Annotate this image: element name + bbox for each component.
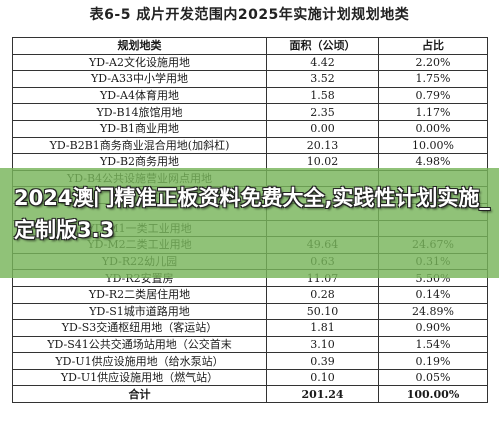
cell-area: 1.81 <box>266 319 379 337</box>
table-row: YD-S3交通枢纽用地（客运站） 1.81 0.90% <box>12 319 488 337</box>
table-header-row: 规划地类 面积（公顷） 占比 <box>12 37 488 55</box>
table-row: YD-B2B1商务商业混合用地(加斜杠) 20.13 10.00% <box>12 136 488 155</box>
table-row: YD-A33中小学用地 3.52 1.75% <box>12 70 488 88</box>
cell-share: 0.90% <box>378 319 488 337</box>
cell-land-type: YD-S1城市道路用地 <box>12 302 267 321</box>
cell-area: 0.39 <box>266 352 379 370</box>
cell-share: 1.17% <box>378 103 488 121</box>
table-total-row: 合计 201.24 100.00% <box>12 385 488 404</box>
table-row: YD-U1供应设施用地（燃气站） 0.10 0.05% <box>12 368 488 387</box>
table-row: YD-A4体育用地 1.58 0.79% <box>12 86 488 105</box>
table-title: 表6-5 成片开发范围内2025年实施计划规划地类 <box>89 7 410 23</box>
cell-area: 20.13 <box>266 136 379 155</box>
cell-share: 10.00% <box>378 136 488 155</box>
cell-area: 0.00 <box>266 119 379 138</box>
cell-area: 1.58 <box>266 86 379 105</box>
cell-area: 2.35 <box>266 103 379 121</box>
table-row: YD-S41公共交通场站用地（公交首末 3.10 1.54% <box>12 335 488 354</box>
total-cell-share: 100.00% <box>378 385 488 404</box>
cell-land-type: YD-S41公共交通场站用地（公交首末 <box>12 335 267 354</box>
cell-land-type: YD-B14旅馆用地 <box>12 103 267 121</box>
table-row: YD-B1商业用地 0.00 0.00% <box>12 119 488 138</box>
table-row: YD-S1城市道路用地 50.10 24.89% <box>12 302 488 321</box>
cell-area: 3.10 <box>266 335 379 354</box>
cell-land-type: YD-S3交通枢纽用地（客运站） <box>12 319 267 337</box>
cell-area: 3.52 <box>266 70 379 88</box>
cell-area: 0.10 <box>266 368 379 387</box>
total-cell-area: 201.24 <box>266 385 379 404</box>
table-row: YD-A2文化设施用地 4.42 2.20% <box>12 53 488 72</box>
cell-share: 1.75% <box>378 70 488 88</box>
cell-land-type: YD-B2B1商务商业混合用地(加斜杠) <box>12 136 267 155</box>
table-row: YD-R2二类居住用地 0.28 0.14% <box>12 285 488 304</box>
table-row: YD-B2商务用地 10.02 4.98% <box>12 153 488 171</box>
overlay-banner <box>0 168 499 278</box>
cell-land-type: YD-A4体育用地 <box>12 86 267 105</box>
header-area: 面积（公顷） <box>266 37 379 55</box>
cell-area: 0.28 <box>266 285 379 304</box>
cell-land-type: YD-R2二类居住用地 <box>12 285 267 304</box>
cell-share: 0.00% <box>378 119 488 138</box>
cell-share: 2.20% <box>378 53 488 72</box>
cell-land-type: YD-B1商业用地 <box>12 119 267 138</box>
cell-land-type: YD-U1供应设施用地（燃气站） <box>12 368 267 387</box>
total-cell-land-type: 合计 <box>12 385 267 404</box>
cell-land-type: YD-A33中小学用地 <box>12 70 267 88</box>
table-row: YD-B14旅馆用地 2.35 1.17% <box>12 103 488 121</box>
table-row: YD-U1供应设施用地（给水泵站） 0.39 0.19% <box>12 352 488 370</box>
cell-share: 0.79% <box>378 86 488 105</box>
cell-land-type: YD-A2文化设施用地 <box>12 53 267 72</box>
cell-share: 0.19% <box>378 352 488 370</box>
cell-share: 1.54% <box>378 335 488 354</box>
cell-land-type: YD-U1供应设施用地（给水泵站） <box>12 352 267 370</box>
header-land-type: 规划地类 <box>12 37 267 55</box>
cell-share: 0.14% <box>378 285 488 304</box>
cell-area: 50.10 <box>266 302 379 321</box>
cell-share: 24.89% <box>378 302 488 321</box>
header-share: 占比 <box>378 37 488 55</box>
cell-area: 4.42 <box>266 53 379 72</box>
overlay-banner-text: 2024澳门精准正板资料免费大全,实践性计划实施_定制版3.3 <box>14 186 490 242</box>
cell-share: 0.05% <box>378 368 488 387</box>
